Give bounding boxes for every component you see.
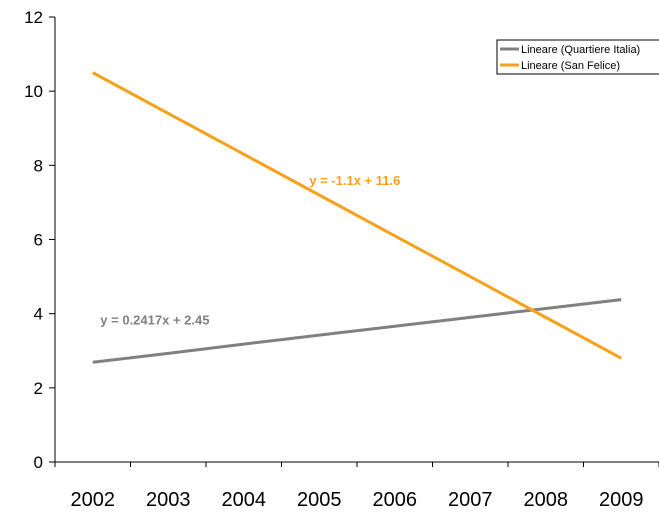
y-axis-ticks: 0 2 4 6 8 10 12 <box>24 8 55 472</box>
x-tick-label: 2009 <box>599 489 644 511</box>
x-tick-label: 2003 <box>146 489 191 511</box>
legend-entry-san-felice: Lineare (San Felice) <box>521 60 620 72</box>
y-tick-label: 10 <box>24 82 43 101</box>
legend-entry-quartiere-italia: Lineare (Quartiere Italia) <box>521 44 640 56</box>
y-tick-label: 0 <box>34 453 43 472</box>
series-layer <box>92 71 622 364</box>
x-tick-label: 2006 <box>373 489 418 511</box>
y-tick-label: 6 <box>34 231 43 250</box>
axes <box>54 17 659 463</box>
legend-box <box>496 39 659 75</box>
equation-labels: y = 0.2417x + 2.45 y = -1.1x + 11.6 <box>100 173 400 327</box>
x-tick-label: 2002 <box>71 489 116 511</box>
x-tick-label: 2008 <box>524 489 569 511</box>
x-tick-label: 2007 <box>448 489 493 511</box>
y-tick-label: 12 <box>24 8 43 27</box>
x-axis-ticks: 2002 2003 2004 2005 2006 2007 2008 2009 <box>54 462 659 511</box>
series-line-0 <box>92 298 622 364</box>
x-tick-label: 2005 <box>297 489 342 511</box>
equation-label-0: y = 0.2417x + 2.45 <box>100 312 209 327</box>
series-line-1 <box>92 71 622 360</box>
equation-label-1: y = -1.1x + 11.6 <box>309 173 400 188</box>
x-tick-label: 2004 <box>222 489 267 511</box>
y-tick-label: 4 <box>34 305 43 324</box>
y-tick-label: 2 <box>34 379 43 398</box>
y-tick-label: 8 <box>34 156 43 175</box>
legend: Lineare (Quartiere Italia) Lineare (San … <box>496 39 659 75</box>
